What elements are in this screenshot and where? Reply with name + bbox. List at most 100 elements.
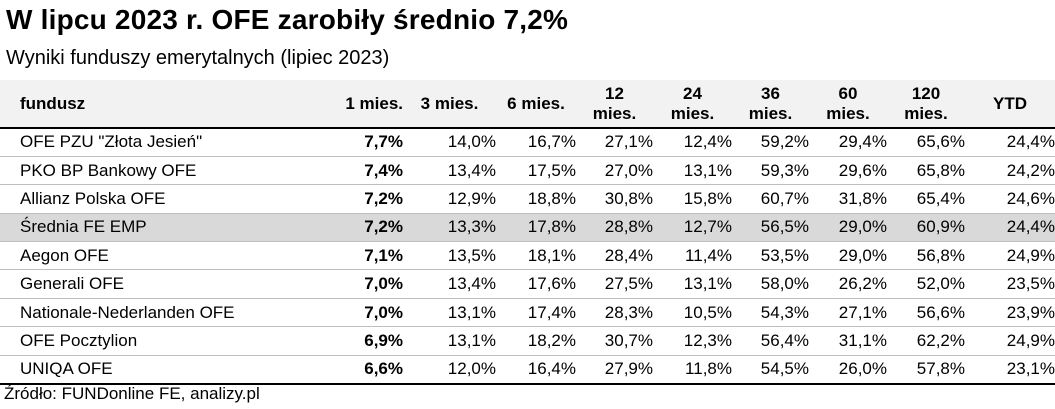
return-value-cell: 13,1% xyxy=(653,156,732,186)
table-row: OFE PZU "Złota Jesień" 7,7% 14,0% 16,7% 27,1… xyxy=(0,128,1055,157)
return-value-cell: 27,0% xyxy=(576,156,653,186)
column-header-label: 120 xyxy=(911,83,941,103)
return-value-cell: 56,4% xyxy=(732,326,809,356)
column-header-label-line2: mies. xyxy=(592,103,637,123)
column-header-label-line2: mies. xyxy=(826,103,870,123)
return-value-cell: 17,8% xyxy=(496,213,576,243)
return-value-cell: 65,8% xyxy=(887,156,965,186)
return-value-cell: 16,4% xyxy=(496,355,576,385)
column-header: 6 mies. xyxy=(496,80,576,129)
return-value-cell: 59,3% xyxy=(732,156,809,186)
column-header-label: 6 mies. xyxy=(507,93,565,113)
return-value-cell: 23,9% xyxy=(965,298,1055,328)
return-value-cell: 62,2% xyxy=(887,326,965,356)
return-value-cell: 52,0% xyxy=(887,269,965,299)
return-value-cell: 17,6% xyxy=(496,269,576,299)
return-value-cell: 7,7% xyxy=(330,128,403,157)
return-value-cell: 13,1% xyxy=(403,326,496,356)
column-header: 1 mies. xyxy=(330,80,403,129)
page-subtitle: Wyniki funduszy emerytalnych (lipiec 202… xyxy=(6,47,390,69)
return-value-cell: 16,7% xyxy=(496,128,576,157)
fund-name-cell: OFE PZU "Złota Jesień" xyxy=(0,128,330,157)
return-value-cell: 13,5% xyxy=(403,241,496,271)
return-value-cell: 54,3% xyxy=(732,298,809,328)
return-value-cell: 7,2% xyxy=(330,213,403,243)
return-value-cell: 29,0% xyxy=(809,241,887,271)
table-row: OFE Pocztylion 6,9% 13,1% 18,2% 30,7% 12,3% 56… xyxy=(0,326,1055,356)
return-value-cell: 11,8% xyxy=(653,355,732,385)
column-header-label: 12 xyxy=(605,83,624,103)
fund-name-cell: Średnia FE EMP xyxy=(0,213,330,243)
column-header-fund: fundusz xyxy=(0,80,330,129)
return-value-cell: 30,8% xyxy=(576,184,653,214)
return-value-cell: 31,1% xyxy=(809,326,887,356)
return-value-cell: 53,5% xyxy=(732,241,809,271)
return-value-cell: 58,0% xyxy=(732,269,809,299)
return-value-cell: 7,1% xyxy=(330,241,403,271)
return-value-cell: 27,1% xyxy=(576,128,653,157)
return-value-cell: 28,3% xyxy=(576,298,653,328)
table-row: Generali OFE 7,0% 13,4% 17,6% 27,5% 13,1% 58,0… xyxy=(0,269,1055,299)
return-value-cell: 24,4% xyxy=(965,213,1055,243)
return-value-cell: 60,9% xyxy=(887,213,965,243)
column-header: YTD xyxy=(965,80,1055,129)
return-value-cell: 23,1% xyxy=(965,355,1055,385)
return-value-cell: 24,4% xyxy=(965,128,1055,157)
return-value-cell: 13,3% xyxy=(403,213,496,243)
return-value-cell: 7,4% xyxy=(330,156,403,186)
table-row: UNIQA OFE 6,6% 12,0% 16,4% 27,9% 11,8% 54,5% 26… xyxy=(0,355,1055,385)
column-header-label: 24 xyxy=(683,83,702,103)
return-value-cell: 17,5% xyxy=(496,156,576,186)
table-row: Nationale-Nederlanden OFE 7,0% 13,1% 17,4% 2… xyxy=(0,298,1055,328)
fund-name-cell: Allianz Polska OFE xyxy=(0,184,330,214)
return-value-cell: 13,4% xyxy=(403,156,496,186)
fund-name-cell: UNIQA OFE xyxy=(0,355,330,385)
column-header: 36 mies. xyxy=(732,80,809,129)
column-header: 12 mies. xyxy=(576,80,653,129)
fund-name-cell: PKO BP Bankowy OFE xyxy=(0,156,330,186)
fund-name-cell: Nationale-Nederlanden OFE xyxy=(0,298,330,328)
fund-name-cell: Generali OFE xyxy=(0,269,330,299)
column-header-label: 3 mies. xyxy=(420,93,479,113)
return-value-cell: 56,6% xyxy=(887,298,965,328)
column-header: 120 mies. xyxy=(887,80,965,129)
table-row: Allianz Polska OFE 7,2% 12,9% 18,8% 30,8% 15,… xyxy=(0,184,1055,214)
return-value-cell: 27,5% xyxy=(576,269,653,299)
return-value-cell: 7,0% xyxy=(330,298,403,328)
return-value-cell: 12,0% xyxy=(403,355,496,385)
column-header-label: 60 xyxy=(838,83,858,103)
return-value-cell: 28,4% xyxy=(576,241,653,271)
return-value-cell: 28,8% xyxy=(576,213,653,243)
column-header-label-line2: mies. xyxy=(904,103,948,123)
return-value-cell: 30,7% xyxy=(576,326,653,356)
column-header-label-line2: mies. xyxy=(670,103,715,123)
table-row: Aegon OFE 7,1% 13,5% 18,1% 28,4% 11,4% 53,5% 29… xyxy=(0,241,1055,271)
return-value-cell: 17,4% xyxy=(496,298,576,328)
return-value-cell: 6,6% xyxy=(330,355,403,385)
table-row: PKO BP Bankowy OFE 7,4% 13,4% 17,5% 27,0% 13,… xyxy=(0,156,1055,186)
return-value-cell: 56,8% xyxy=(887,241,965,271)
return-value-cell: 27,9% xyxy=(576,355,653,385)
return-value-cell: 12,3% xyxy=(653,326,732,356)
source-note: Źródło: FUNDonline FE, analizy.pl xyxy=(4,384,260,403)
return-value-cell: 57,8% xyxy=(887,355,965,385)
column-header-label-line2: mies. xyxy=(748,103,793,123)
return-value-cell: 15,8% xyxy=(653,184,732,214)
return-value-cell: 18,1% xyxy=(496,241,576,271)
return-value-cell: 24,2% xyxy=(965,156,1055,186)
return-value-cell: 6,9% xyxy=(330,326,403,356)
return-value-cell: 7,2% xyxy=(330,184,403,214)
column-header-label: fundusz xyxy=(20,93,86,113)
column-header: 3 mies. xyxy=(403,80,496,129)
return-value-cell: 18,2% xyxy=(496,326,576,356)
table-header-row: fundusz 1 mies. 3 mies. 6 mies. 12 mies. 24 mie… xyxy=(0,80,1055,129)
column-header-label: 36 xyxy=(761,83,780,103)
return-value-cell: 59,2% xyxy=(732,128,809,157)
column-header-label: 1 mies. xyxy=(345,93,403,113)
return-value-cell: 13,1% xyxy=(653,269,732,299)
return-value-cell: 24,6% xyxy=(965,184,1055,214)
column-header: 60 mies. xyxy=(809,80,887,129)
return-value-cell: 54,5% xyxy=(732,355,809,385)
return-value-cell: 12,7% xyxy=(653,213,732,243)
return-value-cell: 13,4% xyxy=(403,269,496,299)
